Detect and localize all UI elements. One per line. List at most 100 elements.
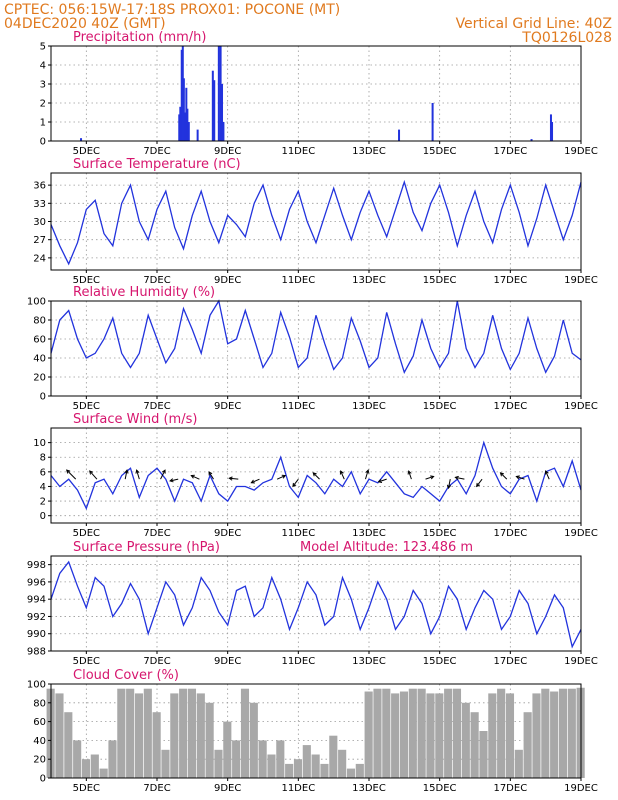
cloud-bar <box>152 712 161 778</box>
precip-xtick-label: 19DEC <box>564 146 598 157</box>
pressure-ytick-label: 990 <box>27 629 46 640</box>
wind-xtick-label: 11DEC <box>281 528 315 539</box>
precip-ytick-label: 0 <box>40 137 46 148</box>
precip-ytick-label: 3 <box>40 80 46 91</box>
wind-arrow-head <box>65 469 71 474</box>
pressure-frame <box>50 555 582 652</box>
wind-title: Surface Wind (m/s) <box>73 412 197 427</box>
rh-xtick-label: 19DEC <box>564 401 598 412</box>
cloud-xtick-label: 5DEC <box>73 783 100 794</box>
wind-arrow-head <box>208 471 213 476</box>
wind-arrow-head <box>377 478 383 483</box>
temp-ytick-label: 24 <box>33 253 46 264</box>
rh-ytick-label: 100 <box>27 297 46 308</box>
cloud-bar <box>452 688 462 778</box>
wind-arrow <box>339 470 345 480</box>
wind-arrow-shaft <box>340 470 345 480</box>
precip-bar <box>185 87 188 141</box>
temp-series-line <box>50 179 582 266</box>
cloud-bar <box>214 749 223 778</box>
cloud-bar <box>488 693 497 778</box>
cloud-bar <box>417 688 426 778</box>
wind-arrow-shaft <box>292 478 299 487</box>
cloud-bar <box>532 693 541 778</box>
precip-ytick-label: 2 <box>40 99 46 110</box>
wind-arrow <box>515 475 525 480</box>
pressure-xtick-label: 15DEC <box>423 656 457 667</box>
precip-bar <box>530 139 533 141</box>
precip-bar <box>178 114 181 141</box>
pressure-xtick-label: 13DEC <box>352 656 386 667</box>
rh-xtick-label: 11DEC <box>281 401 315 412</box>
wind-xtick-label: 13DEC <box>352 528 386 539</box>
cloud-bar <box>285 763 294 778</box>
rh-frame <box>50 300 582 397</box>
pressure-ytick-label: 998 <box>27 560 46 571</box>
precip-bar <box>221 84 224 141</box>
wind-arrow-shaft <box>208 471 214 480</box>
wind-arrow-shaft <box>276 475 286 480</box>
wind-arrow-head <box>161 469 166 474</box>
precip-frame <box>50 45 582 142</box>
wind-arrow <box>377 478 387 483</box>
precip-title: Precipitation (mm/h) <box>73 30 206 45</box>
cloud-bar <box>567 688 576 778</box>
cloud-bar <box>408 688 417 778</box>
wind-arrow-shaft <box>89 470 98 480</box>
wind-arrow-head <box>454 475 459 480</box>
wind-arrow-head <box>476 482 481 488</box>
precip-bar <box>186 108 189 141</box>
temp-ytick-label: 33 <box>33 199 46 210</box>
header-model: TQ0126L028 <box>521 30 612 46</box>
temp-xtick-label: 5DEC <box>73 275 100 286</box>
wind-arrow <box>276 474 287 480</box>
header: CPTEC: 056:15W-17:18S PROX01: POCONE (MT… <box>4 2 612 46</box>
wind-arrow-head <box>190 474 195 479</box>
cloud-xtick-label: 17DEC <box>493 783 527 794</box>
cloud-panel: Cloud Cover (%) 0 20 40 60 80 100 5DEC 7DEC 9DEC 1… <box>27 668 598 794</box>
cloud-bar <box>267 754 276 778</box>
cloud-bar <box>382 688 391 778</box>
precip-xtick-label: 5DEC <box>73 146 100 157</box>
pressure-xtick-label: 9DEC <box>214 656 241 667</box>
pressure-xtick-label: 5DEC <box>73 656 100 667</box>
wind-arrow <box>228 476 239 481</box>
cloud-ytick-label: 40 <box>33 736 46 747</box>
wind-arrow <box>544 470 550 480</box>
wind-arrow <box>292 478 299 488</box>
cloud-bar <box>338 749 347 778</box>
cloud-bar <box>240 688 250 778</box>
wind-ytick-label: 6 <box>40 467 46 478</box>
cloud-xtick-label: 15DEC <box>423 783 457 794</box>
precip-xtick-label: 9DEC <box>214 146 241 157</box>
wind-arrow-shaft <box>364 470 369 480</box>
wind-arrow-head <box>499 472 504 477</box>
wind-arrow <box>160 469 166 480</box>
header-station: CPTEC: 056:15W-17:18S PROX01: POCONE (MT… <box>4 2 340 18</box>
temp-ytick-label: 30 <box>33 217 46 228</box>
cloud-bar <box>179 688 188 778</box>
precip-bar <box>219 46 222 141</box>
cloud-bar <box>249 702 258 778</box>
wind-arrow <box>407 470 412 480</box>
wind-arrow-shaft <box>500 472 508 480</box>
wind-arrow-head <box>89 470 94 475</box>
wind-arrow <box>446 479 452 490</box>
cloud-bar <box>514 749 523 778</box>
cloud-bar <box>550 691 559 778</box>
temp-ytick-label: 36 <box>33 181 46 192</box>
wind-arrow-shaft <box>229 477 239 480</box>
cloud-bar <box>541 688 550 778</box>
wind-arrow <box>476 478 483 488</box>
precip-bar <box>181 46 184 141</box>
cloud-bar <box>205 702 214 778</box>
precip-panel: Precipitation (mm/h) 0 1 2 3 4 5 5DEC 7DEC 9DEC 11… <box>40 30 598 157</box>
wind-arrow <box>250 478 260 484</box>
temp-xtick-label: 7DEC <box>143 275 170 286</box>
wind-arrow <box>208 471 214 480</box>
cloud-bar <box>232 740 241 778</box>
wind-arrow-shaft <box>378 478 387 483</box>
precip-bar <box>222 122 225 141</box>
wind-arrow <box>124 469 129 480</box>
cloud-bar <box>117 688 126 778</box>
